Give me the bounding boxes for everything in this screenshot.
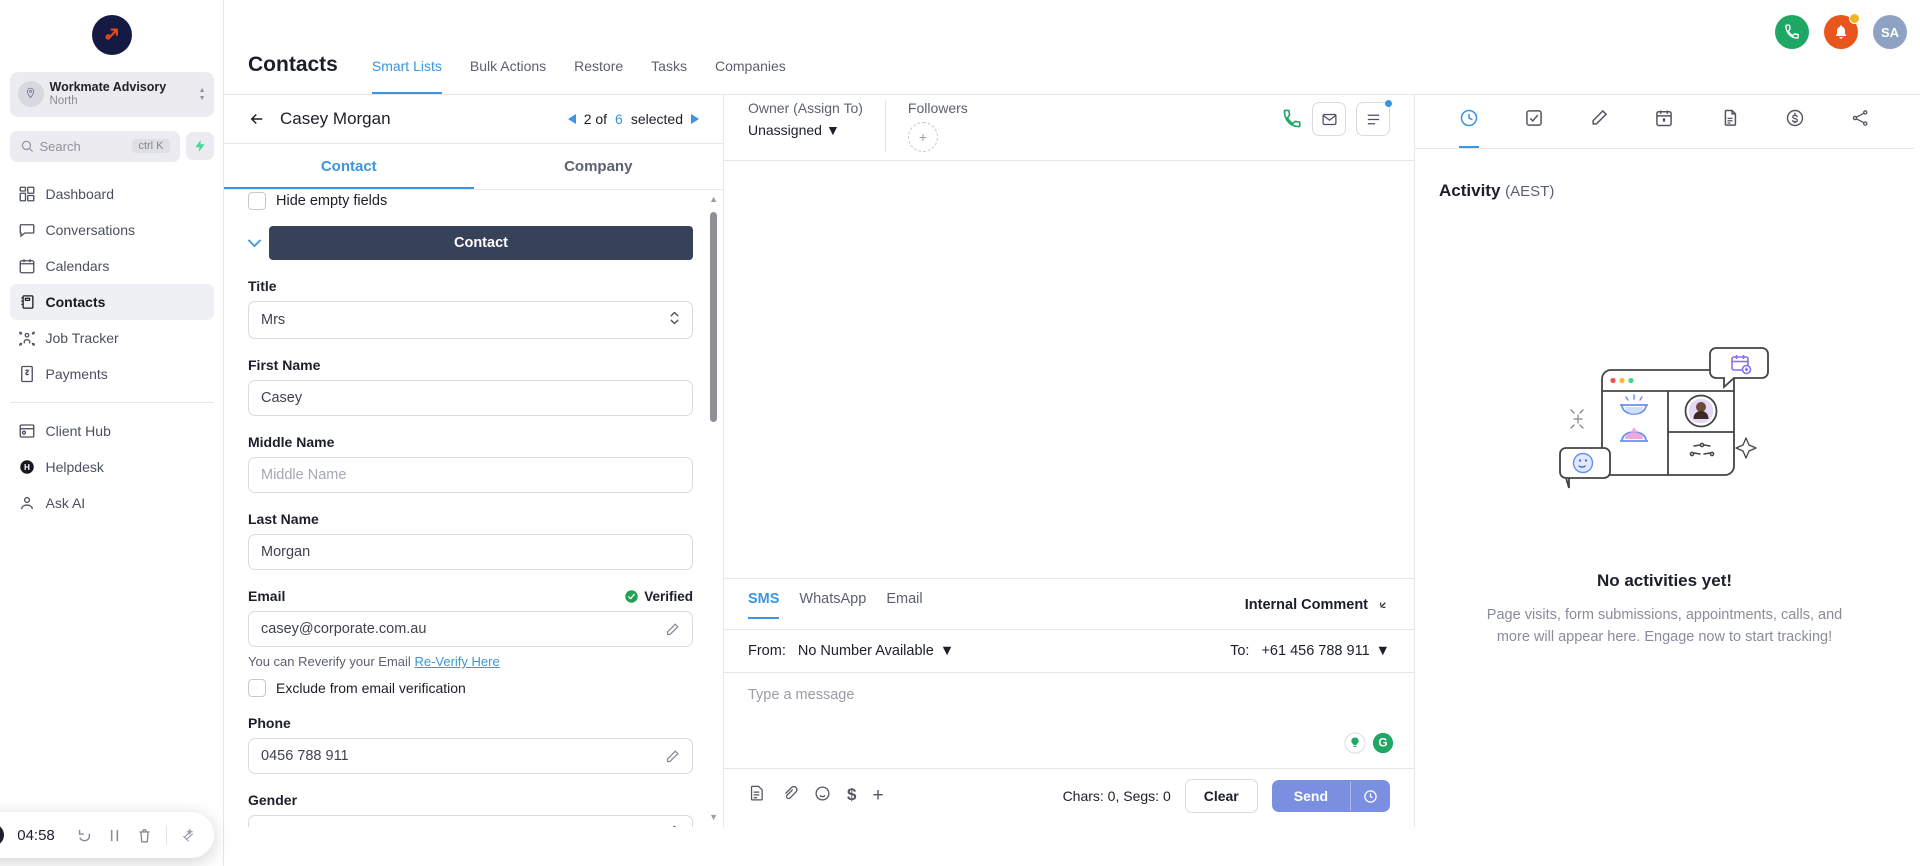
svg-text:H: H: [24, 463, 30, 472]
svg-text:G: G: [1378, 736, 1387, 750]
